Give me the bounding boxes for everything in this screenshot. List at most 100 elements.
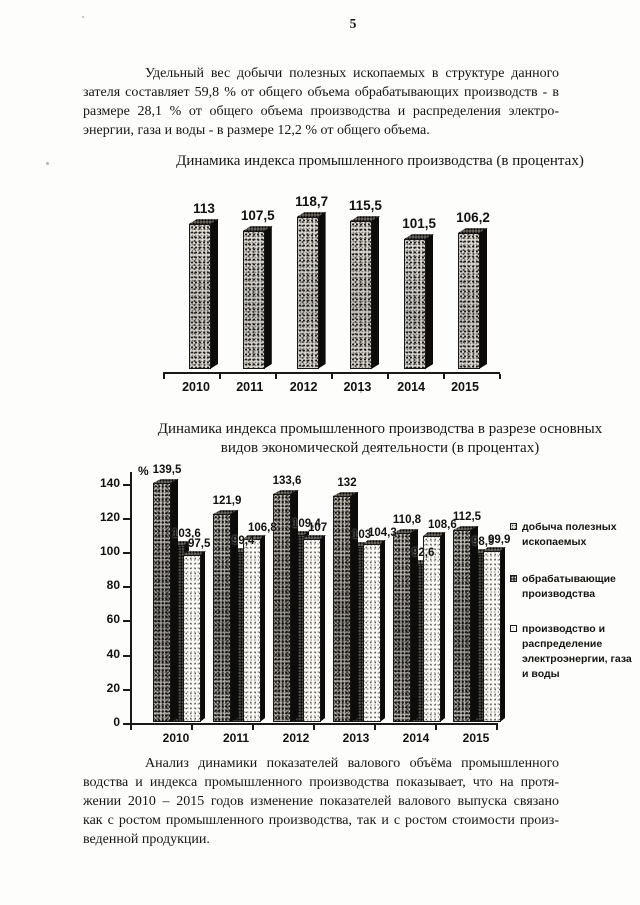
bar-side-face (479, 228, 487, 369)
bar-front-face (243, 539, 261, 722)
bar-front-face (483, 551, 501, 722)
bar-top-face (363, 540, 386, 544)
chart1-bar-2014 (404, 234, 435, 369)
bar-value-label: 112,5 (452, 511, 482, 523)
bar-value-label: 121,9 (212, 495, 242, 507)
scan-speck (360, 391, 362, 393)
bar-side-face (200, 551, 205, 722)
x-axis-tick (219, 374, 221, 379)
bar-top-face (407, 560, 430, 564)
category-label: 2012 (289, 380, 318, 394)
bar-value-label: 115,5 (348, 198, 382, 213)
scan-speck (82, 16, 84, 18)
y-axis-tick-label: 0 (113, 715, 120, 729)
bar-top-face (333, 492, 359, 496)
bar-value-label: 118,7 (295, 194, 329, 209)
y-axis-tick (123, 620, 130, 622)
category-label: 2013 (343, 380, 372, 394)
x-axis-tick (435, 725, 437, 730)
category-label: 2014 (397, 380, 426, 394)
bar-front-face (458, 233, 480, 369)
bar-value-label: 110,8 (392, 514, 422, 526)
bar-front-face (242, 231, 265, 369)
bar-top-face (227, 548, 250, 552)
category-label: 2010 (182, 380, 210, 394)
bar-side-face (263, 226, 272, 369)
bar-side-face (425, 234, 434, 369)
y-axis-tick (123, 689, 130, 691)
x-axis (130, 723, 498, 725)
bar-side-face (317, 212, 326, 369)
bar-value-label: 103 (352, 529, 372, 541)
x-axis (163, 372, 500, 374)
chart2-bar-energy-2010 (183, 551, 206, 722)
x-axis-tick (313, 725, 315, 730)
y-axis-unit-label: % (138, 464, 149, 478)
chart2-bar-energy-2014 (423, 532, 446, 722)
y-axis-tick-label: 80 (106, 578, 120, 592)
bar-value-label: 99,9 (488, 534, 511, 546)
category-label: 2011 (236, 380, 264, 394)
bar-front-face (189, 224, 211, 369)
category-label: 2013 (342, 731, 370, 745)
y-axis-tick-label: 100 (99, 544, 120, 558)
scan-speck (46, 162, 49, 165)
x-axis-tick (130, 725, 132, 730)
bar-top-face (423, 532, 446, 536)
bar-front-face (453, 530, 471, 722)
chart1-title: Динамика индекса промышленного производс… (176, 153, 584, 169)
y-axis (130, 472, 132, 725)
bar-value-label: 92,6 (412, 547, 435, 559)
x-axis-tick (191, 725, 193, 730)
x-axis-tick (163, 374, 165, 379)
legend-label-manufacturing: обрабатывающие производства (522, 573, 616, 600)
legend-item-manufacturing: обрабатывающие производства (510, 572, 638, 602)
legend-label-energy: производство и распределение электроэнер… (522, 623, 632, 680)
legend-label-mining: добыча полезных ископаемых (522, 521, 617, 548)
chart1-industrial-production-index: 113 2010 107,5 2011 118,7 2012 115,5 2013 101,5 2… (163, 194, 508, 400)
paragraph-line: как с ростом промышленного производства,… (83, 813, 559, 828)
chart2-bar-mining-2015 (453, 526, 479, 722)
chart2-title-line2: видов экономической деятельности (в проц… (220, 440, 540, 456)
bar-top-face (350, 216, 381, 221)
bar-value-label: 133,6 (272, 475, 302, 487)
bar-top-face (189, 219, 219, 224)
bar-top-face (243, 535, 266, 539)
bar-front-face (423, 536, 441, 722)
x-axis-tick (374, 725, 376, 730)
category-label: 2015 (462, 731, 490, 745)
legend-item-energy: производство и распределение электроэнер… (510, 622, 638, 682)
bar-front-face (350, 221, 373, 369)
bar-top-face (393, 529, 419, 533)
bar-top-face (303, 535, 326, 539)
bar-value-label: 104,3 (368, 527, 397, 539)
chart2-production-index-by-activity: % 0 20 40 60 80 100 120 140 139,5 103,6 97,5 2010 121… (95, 460, 530, 755)
chart2-bar-mining-2012 (273, 490, 299, 722)
chart2-bar-energy-2015 (483, 547, 506, 722)
bar-value-label: 103,6 (172, 528, 201, 540)
x-axis-tick (331, 374, 333, 379)
bar-front-face (153, 483, 171, 722)
legend-marker-manufacturing-icon (510, 575, 517, 582)
chart1-bar-2015 (458, 228, 488, 369)
bar-value-label: 107,5 (240, 208, 275, 223)
y-axis-tick (123, 484, 130, 486)
x-axis-tick (496, 725, 498, 730)
bar-top-face (453, 526, 479, 530)
bar-side-face (500, 547, 505, 722)
bar-front-face (404, 239, 427, 369)
bar-side-face (380, 540, 385, 722)
paragraph-line: Анализ динамики показателей валового объ… (145, 756, 559, 771)
y-axis-tick-label: 20 (106, 681, 120, 695)
bar-top-face (153, 479, 179, 483)
chart1-bar-2013 (350, 216, 381, 369)
bar-top-face (183, 551, 206, 555)
paragraph-line: энергии, газа и воды - в размере 12,2 % … (83, 123, 430, 138)
bar-front-face (303, 539, 321, 722)
chart2-title-line1: Динамика индекса промышленного производс… (157, 421, 603, 437)
paragraph-line: веденной продукции. (83, 832, 210, 847)
y-axis-tick (123, 518, 130, 520)
chart1-bar-2012 (296, 212, 327, 369)
bar-value-label: 109,4 (292, 518, 321, 530)
